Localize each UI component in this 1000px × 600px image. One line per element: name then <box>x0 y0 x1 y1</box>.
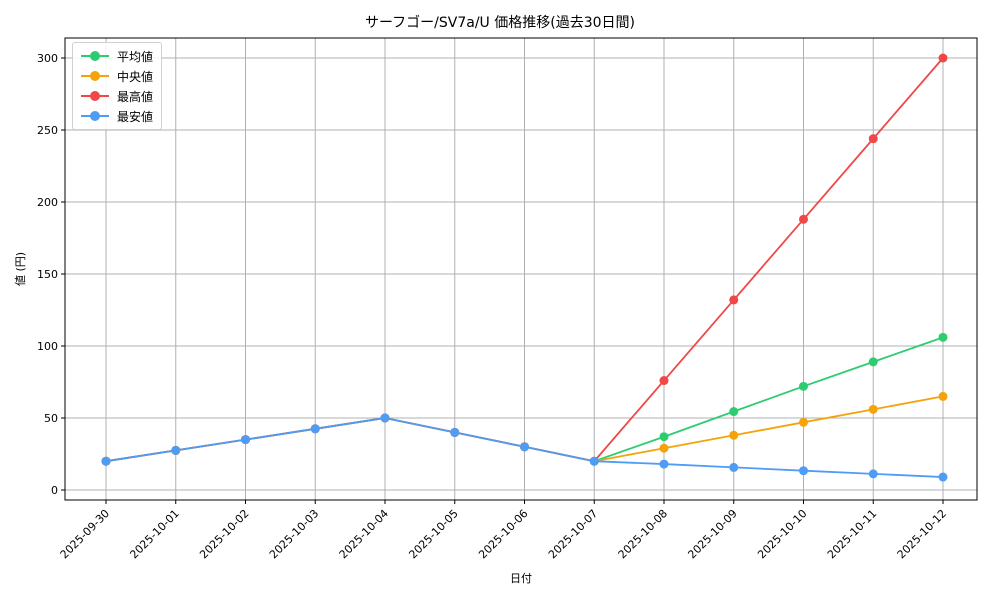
x-tick-label: 2025-10-08 <box>616 507 670 561</box>
x-tick-label: 2025-10-01 <box>127 507 181 561</box>
x-tick-label: 2025-10-11 <box>825 507 879 561</box>
data-point <box>241 435 250 445</box>
axes-frame <box>64 37 978 501</box>
data-point <box>729 430 739 440</box>
data-point <box>520 442 529 452</box>
x-tick-label: 2025-10-06 <box>476 507 530 561</box>
x-tick-label: 2025-10-02 <box>197 507 251 561</box>
data-point <box>659 432 669 442</box>
data-point <box>868 469 878 479</box>
legend-marker-icon <box>90 51 100 61</box>
legend-marker-icon <box>90 71 100 81</box>
data-point <box>799 466 808 476</box>
data-point <box>938 472 948 482</box>
y-tick-label: 200 <box>37 196 58 209</box>
legend-label: 中央値 <box>117 70 154 84</box>
legend: 平均値 中央値 最高値 最安値 <box>72 42 162 130</box>
data-point <box>310 424 320 434</box>
legend-label: 平均値 <box>117 50 154 64</box>
x-tick-label: 2025-10-04 <box>337 507 391 561</box>
data-point <box>589 456 599 466</box>
legend-item-average: 平均値 <box>73 46 161 66</box>
data-point <box>659 443 669 453</box>
data-point <box>799 214 808 224</box>
data-point <box>799 381 808 391</box>
data-point <box>380 413 390 423</box>
data-point <box>450 427 460 437</box>
legend-label: 最高値 <box>117 90 154 104</box>
legend-item-min: 最安値 <box>73 106 161 126</box>
legend-item-max: 最高値 <box>73 86 161 106</box>
data-point <box>101 456 111 466</box>
y-tick-label: 0 <box>51 484 58 497</box>
data-point <box>659 376 669 386</box>
x-tick-label: 2025-10-12 <box>895 507 949 561</box>
data-point <box>868 404 878 414</box>
x-tick-label: 2025-10-05 <box>406 507 460 561</box>
y-tick-label: 50 <box>44 412 58 425</box>
legend-marker-icon <box>90 111 100 121</box>
data-point <box>868 134 878 144</box>
y-axis-label: 値 (円) <box>14 252 27 286</box>
data-point <box>729 407 739 417</box>
y-tick-label: 100 <box>37 340 58 353</box>
x-tick-label: 2025-10-03 <box>267 507 321 561</box>
legend-item-median: 中央値 <box>73 66 161 86</box>
data-point <box>799 417 808 427</box>
x-tick-label: 2025-10-10 <box>755 507 809 561</box>
x-tick-label: 2025-10-07 <box>546 507 600 561</box>
data-point <box>729 462 739 472</box>
data-point <box>938 391 948 401</box>
x-tick-label: 2025-10-09 <box>685 507 739 561</box>
data-point <box>938 53 948 63</box>
data-point <box>171 445 181 455</box>
legend-label: 最安値 <box>117 110 154 124</box>
data-point <box>938 332 948 342</box>
data-point <box>659 459 669 469</box>
y-tick-label: 250 <box>37 124 58 137</box>
y-tick-label: 300 <box>37 52 58 65</box>
chart-title: サーフゴー/SV7a/U 価格推移(過去30日間) <box>365 15 635 31</box>
legend-marker-icon <box>90 91 100 101</box>
x-tick-label: 2025-09-30 <box>58 507 112 561</box>
data-point <box>868 357 878 367</box>
y-tick-label: 150 <box>37 268 58 281</box>
x-axis-label: 日付 <box>510 572 532 585</box>
data-point <box>729 295 739 305</box>
